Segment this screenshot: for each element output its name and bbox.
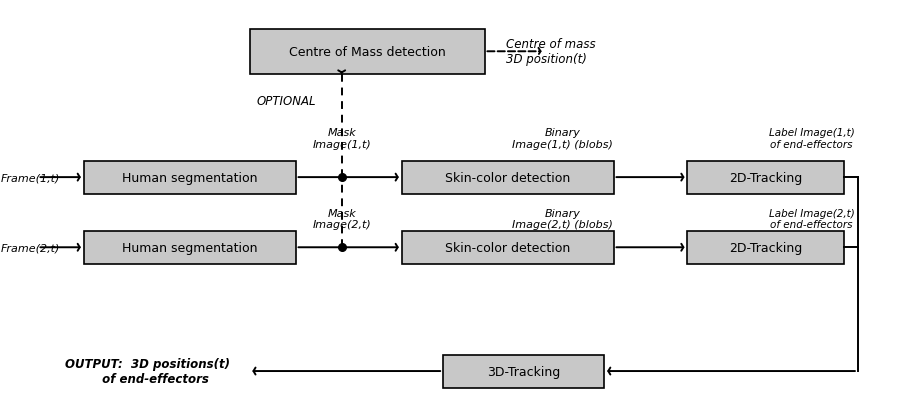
Text: 2D-Tracking: 2D-Tracking — [729, 171, 802, 184]
FancyBboxPatch shape — [402, 161, 614, 194]
FancyBboxPatch shape — [249, 29, 485, 75]
Text: Mask
Image(1,t): Mask Image(1,t) — [312, 128, 371, 150]
Text: Human segmentation: Human segmentation — [122, 241, 258, 254]
Text: Mask
Image(2,t): Mask Image(2,t) — [312, 208, 371, 230]
Text: Frame(2,t): Frame(2,t) — [1, 243, 60, 253]
Text: OUTPUT:  3D positions(t)
         of end-effectors: OUTPUT: 3D positions(t) of end-effectors — [66, 357, 230, 385]
FancyBboxPatch shape — [84, 161, 295, 194]
Text: Binary
Image(1,t) (blobs): Binary Image(1,t) (blobs) — [512, 128, 613, 150]
Text: 2D-Tracking: 2D-Tracking — [729, 241, 802, 254]
Text: Centre of Mass detection: Centre of Mass detection — [289, 46, 446, 59]
Text: OPTIONAL: OPTIONAL — [257, 95, 317, 108]
Text: Human segmentation: Human segmentation — [122, 171, 258, 184]
Text: Centre of mass
3D position(t): Centre of mass 3D position(t) — [506, 38, 595, 66]
Text: Binary
Image(2,t) (blobs): Binary Image(2,t) (blobs) — [512, 208, 613, 230]
Text: Label Image(2,t)
of end-effectors: Label Image(2,t) of end-effectors — [769, 208, 855, 230]
FancyBboxPatch shape — [84, 231, 295, 264]
Text: Skin-color detection: Skin-color detection — [445, 241, 570, 254]
FancyBboxPatch shape — [402, 231, 614, 264]
FancyBboxPatch shape — [443, 355, 605, 388]
Text: 3D-Tracking: 3D-Tracking — [487, 365, 560, 377]
FancyBboxPatch shape — [688, 161, 844, 194]
Text: Frame(1,t): Frame(1,t) — [1, 173, 60, 183]
Text: Label Image(1,t)
of end-effectors: Label Image(1,t) of end-effectors — [769, 128, 855, 150]
Text: Skin-color detection: Skin-color detection — [445, 171, 570, 184]
FancyBboxPatch shape — [688, 231, 844, 264]
